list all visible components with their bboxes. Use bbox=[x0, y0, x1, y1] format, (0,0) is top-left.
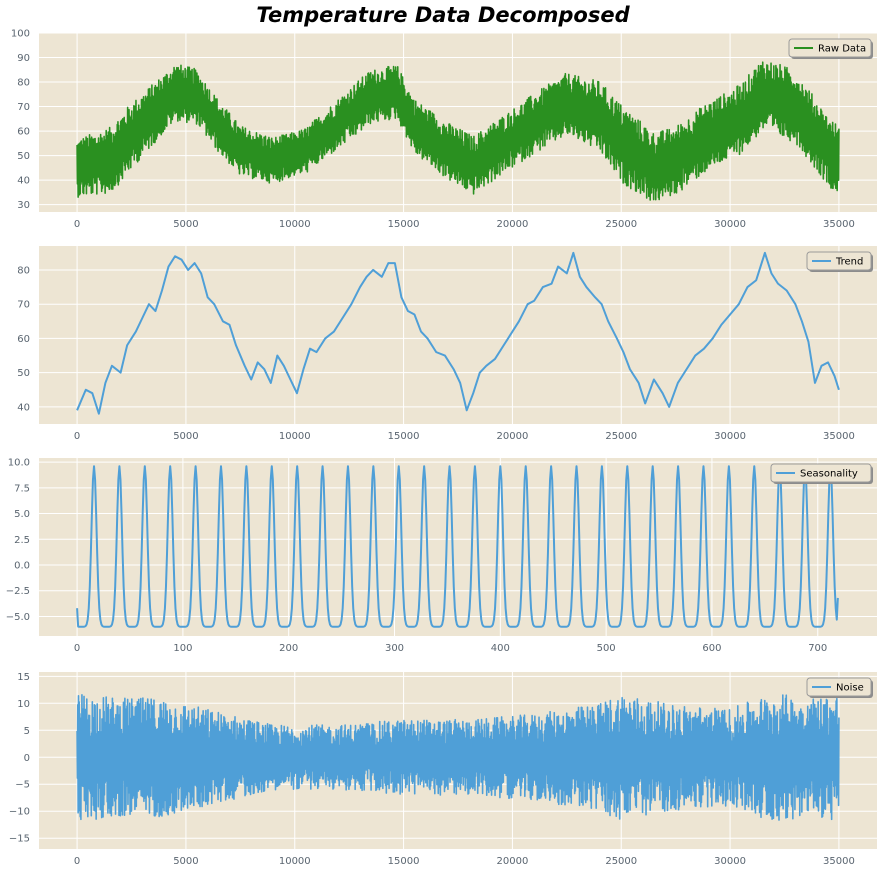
seasonality-x-tick-label: 500 bbox=[597, 643, 616, 654]
noise-y-tick-label: 0 bbox=[24, 753, 30, 764]
trend-x-tick-label: 25000 bbox=[605, 431, 637, 442]
raw-data-y-tick-label: 40 bbox=[17, 176, 30, 187]
seasonality-legend-box bbox=[770, 463, 872, 483]
noise-x-tick-label: 15000 bbox=[388, 856, 420, 867]
trend-x-tick-label: 20000 bbox=[497, 431, 529, 442]
trend-x-tick-label: 5000 bbox=[173, 431, 198, 442]
trend-legend: Trend bbox=[806, 251, 873, 272]
seasonality-y-tick-label: 5.0 bbox=[14, 509, 30, 520]
trend-plot-area bbox=[39, 246, 877, 424]
seasonality-y-tick-label: 0.0 bbox=[14, 561, 30, 572]
raw-data-x-tick-label: 15000 bbox=[388, 219, 420, 230]
raw-data-series-line bbox=[76, 61, 840, 201]
seasonality-legend-label: Seasonality bbox=[800, 469, 858, 480]
noise-x-tick-label: 20000 bbox=[497, 856, 529, 867]
trend-legend-label: Trend bbox=[835, 257, 863, 268]
raw-data-y-tick-label: 70 bbox=[17, 102, 30, 113]
raw-data-panel: 0 5000 10000 15000 20000 25000 30000 35000 30 40 5… bbox=[11, 29, 877, 230]
noise-x-tick-label: 30000 bbox=[714, 856, 746, 867]
raw-data-x-tick-label: 30000 bbox=[714, 219, 746, 230]
trend-series-line bbox=[76, 251, 840, 415]
seasonality-x-tick-label: 0 bbox=[74, 643, 80, 654]
raw-data-y-tick-label: 50 bbox=[17, 151, 30, 162]
seasonality-x-tick-label: 100 bbox=[173, 643, 192, 654]
trend-x-tick-label: 0 bbox=[74, 431, 80, 442]
seasonality-x-tick-label: 700 bbox=[808, 643, 827, 654]
trend-y-tick-label: 50 bbox=[17, 368, 30, 379]
noise-legend-label: Noise bbox=[836, 683, 864, 694]
noise-y-tick-label: −10 bbox=[9, 807, 30, 818]
seasonality-legend: Seasonality bbox=[770, 463, 873, 484]
trend-y-tick-label: 60 bbox=[17, 334, 30, 345]
seasonality-x-tick-label: 400 bbox=[491, 643, 510, 654]
trend-x-tick-label: 30000 bbox=[714, 431, 746, 442]
noise-y-tick-label: 15 bbox=[17, 672, 30, 683]
noise-x-tick-label: 35000 bbox=[823, 856, 855, 867]
seasonality-y-tick-label: 10.0 bbox=[8, 458, 30, 469]
raw-data-x-tick-label: 10000 bbox=[279, 219, 311, 230]
noise-legend: Noise bbox=[806, 677, 873, 698]
noise-x-tick-label: 25000 bbox=[605, 856, 637, 867]
raw-data-x-tick-label: 35000 bbox=[823, 219, 855, 230]
raw-data-legend: Raw Data bbox=[788, 38, 873, 59]
seasonality-y-tick-label: −2.5 bbox=[6, 586, 30, 597]
noise-y-tick-label: 10 bbox=[17, 699, 30, 710]
trend-y-tick-label: 40 bbox=[17, 402, 30, 413]
seasonality-y-tick-label: 2.5 bbox=[14, 535, 30, 546]
noise-panel: 0 5000 10000 15000 20000 25000 30000 35000 −15 −1… bbox=[9, 672, 877, 867]
seasonality-y-tick-label: −5.0 bbox=[6, 612, 30, 623]
seasonality-x-tick-label: 300 bbox=[385, 643, 404, 654]
seasonality-series-line bbox=[76, 465, 839, 628]
raw-data-y-tick-label: 60 bbox=[17, 127, 30, 138]
subplots: 0 5000 10000 15000 20000 25000 30000 3500030405… bbox=[6, 29, 877, 867]
noise-x-tick-label: 5000 bbox=[173, 856, 198, 867]
raw-data-legend-box bbox=[788, 38, 872, 58]
noise-y-tick-label: −5 bbox=[15, 780, 30, 791]
trend-x-tick-label: 15000 bbox=[388, 431, 420, 442]
trend-x-tick-label: 10000 bbox=[279, 431, 311, 442]
raw-data-x-tick-label: 5000 bbox=[173, 219, 198, 230]
seasonality-x-tick-label: 600 bbox=[702, 643, 721, 654]
noise-x-tick-label: 10000 bbox=[279, 856, 311, 867]
noise-x-tick-label: 0 bbox=[74, 856, 80, 867]
noise-y-tick-label: −15 bbox=[9, 834, 30, 845]
trend-y-tick-label: 80 bbox=[17, 265, 30, 276]
noise-series-line bbox=[76, 694, 840, 821]
seasonality-x-tick-label: 200 bbox=[279, 643, 298, 654]
trend-y-tick-label: 70 bbox=[17, 300, 30, 311]
figure-title: Temperature Data Decomposed bbox=[256, 3, 630, 27]
raw-data-x-tick-label: 0 bbox=[74, 219, 80, 230]
trend-panel: 0 5000 10000 15000 20000 25000 30000 35000 40 50 6… bbox=[17, 246, 877, 442]
trend-x-tick-label: 35000 bbox=[823, 431, 855, 442]
raw-data-y-tick-label: 90 bbox=[17, 53, 30, 64]
noise-y-tick-label: 5 bbox=[24, 726, 30, 737]
raw-data-y-tick-label: 80 bbox=[17, 78, 30, 89]
noise-legend-box bbox=[806, 677, 872, 697]
raw-data-x-tick-label: 25000 bbox=[605, 219, 637, 230]
trend-legend-box bbox=[806, 251, 872, 271]
raw-data-x-tick-label: 20000 bbox=[497, 219, 529, 230]
raw-data-y-tick-label: 100 bbox=[11, 29, 30, 40]
seasonality-y-tick-label: 7.5 bbox=[14, 483, 30, 494]
raw-data-y-tick-label: 30 bbox=[17, 200, 30, 211]
seasonality-panel: 0 100 200 300 400 500 600 700 −5.0 −2.5 0.0 2.5 5.0 7… bbox=[6, 458, 877, 654]
raw-data-legend-label: Raw Data bbox=[818, 44, 866, 55]
